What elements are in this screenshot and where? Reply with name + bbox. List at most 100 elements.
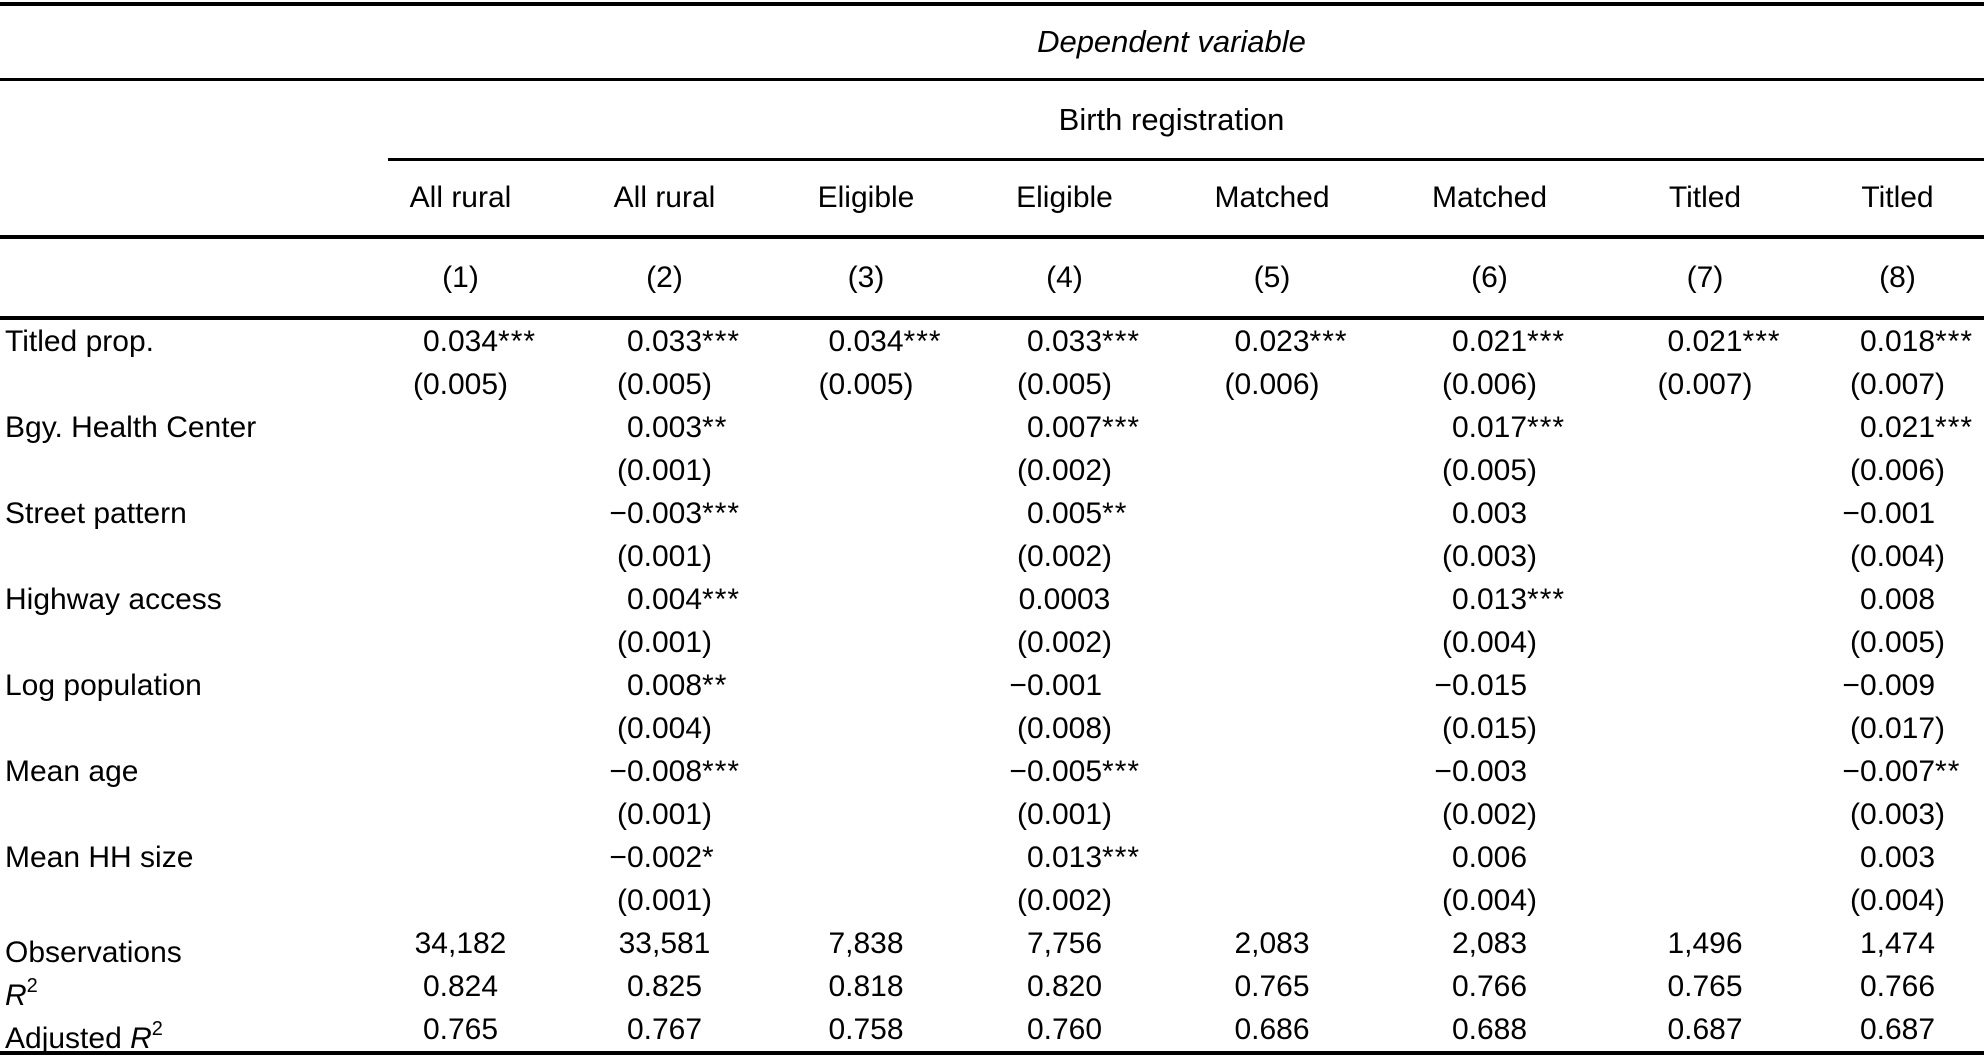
coefficient-row: Mean HH size −0.002 * (0.001) 0.013 *** (0.002… (0, 836, 1984, 922)
significance-stars: *** (1102, 755, 1141, 788)
estimate-text: 0.034 *** (828, 320, 940, 363)
estimate-line (359, 578, 562, 621)
stat-value: 33,581 (618, 927, 711, 960)
se-line (767, 793, 965, 836)
estimate-text: −0.001 (1842, 492, 1935, 535)
coefficient-cell (1164, 664, 1380, 750)
estimate-number: 0.034 (828, 325, 904, 358)
estimate-number: 0.001 (1026, 669, 1103, 702)
estimate-line: −0.001 (1811, 492, 1984, 535)
coefficient-cell (767, 836, 965, 922)
estimate-line: 0.021 *** (1380, 320, 1599, 363)
significance-stars: ** (1935, 755, 1961, 788)
coefficient-cell (767, 492, 965, 578)
estimate-number: 0.008 (626, 755, 703, 788)
coefficient-cell (1164, 750, 1380, 836)
se-line: (0.004) (1849, 884, 1946, 917)
column-number: (1) (442, 261, 479, 294)
se-line (767, 707, 965, 750)
stat-value: 7,756 (1026, 927, 1103, 960)
estimate-text: −0.015 (1434, 664, 1527, 707)
estimate-number: 0.013 (1451, 583, 1528, 616)
significance-stars: *** (702, 325, 741, 358)
coefficient-cell: 0.021 *** (0.006) (1811, 406, 1984, 492)
estimate-number: 0.005 (1026, 497, 1103, 530)
stat-value: 0.765 (1667, 970, 1743, 1003)
se-line (1164, 621, 1380, 664)
se-line: (0.001) (616, 884, 713, 917)
row-label-cell: Bgy. Health Center (0, 406, 359, 492)
estimate-number: 0.008 (626, 669, 703, 702)
se-line (1599, 879, 1811, 922)
se-line: (0.004) (1849, 540, 1946, 573)
estimate-text: 0.008 (1860, 578, 1935, 621)
estimate-number: 0.003 (1859, 841, 1936, 874)
estimate-text: 0.033 *** (1026, 320, 1139, 363)
se-line: (0.005) (412, 368, 509, 401)
coefficient-cell: −0.009 (0.017) (1811, 664, 1984, 750)
row-label-cell: Titled prop. (0, 320, 359, 406)
estimate-text: 0.033 *** (627, 320, 739, 363)
coefficient-cell (767, 578, 965, 664)
estimate-line: 0.007 *** (965, 406, 1164, 449)
estimate-line (1164, 664, 1380, 707)
estimate-number: 0.0003 (1018, 583, 1111, 616)
coefficient-cell: 0.033 *** (0.005) (965, 320, 1164, 406)
stat-value: 0.766 (1451, 970, 1528, 1003)
statistic-row: Adjusted R2 0.765 0.767 0.758 0.760 0.686 0.68… (0, 1008, 1984, 1055)
estimate-line: 0.013 *** (1380, 578, 1599, 621)
stat-label-superscript: 2 (26, 975, 38, 997)
estimate-number: 0.002 (626, 841, 703, 874)
estimate-text: −0.005 *** (1009, 750, 1139, 793)
se-line (359, 449, 562, 492)
stat-value: 0.765 (1234, 970, 1310, 1003)
row-label: Bgy. Health Center (5, 411, 257, 444)
se-line: (0.002) (1016, 884, 1113, 917)
stat-label-cell: R2 (0, 965, 359, 1012)
estimate-line: 0.034 *** (359, 320, 562, 363)
estimate-line: −0.015 (1380, 664, 1599, 707)
significance-stars: *** (1309, 325, 1348, 358)
se-line (1164, 535, 1380, 578)
estimate-line: 0.0003 (965, 578, 1164, 621)
coefficient-cell: −0.001 (0.004) (1811, 492, 1984, 578)
se-line: (0.006) (1224, 368, 1320, 401)
significance-stars: *** (1102, 411, 1141, 444)
significance-stars: *** (1102, 325, 1141, 358)
se-line: (0.007) (1849, 368, 1946, 401)
stat-value: 0.820 (1026, 970, 1103, 1003)
estimate-text: 0.017 *** (1452, 406, 1564, 449)
significance-stars: *** (1935, 411, 1974, 444)
significance-stars: * (702, 841, 715, 874)
estimate-line: 0.021 *** (1811, 406, 1984, 449)
estimate-number: 0.013 (1026, 841, 1103, 874)
estimate-line (767, 750, 965, 793)
estimate-line (1599, 406, 1811, 449)
significance-stars: *** (1742, 325, 1781, 358)
column-label: All rural (613, 181, 716, 214)
minus-sign: − (1009, 669, 1027, 702)
significance-stars: ** (1102, 497, 1128, 530)
estimate-line: −0.005 *** (965, 750, 1164, 793)
coefficient-cell: 0.033 *** (0.005) (562, 320, 767, 406)
estimate-number: 0.033 (1026, 325, 1103, 358)
se-line (1164, 707, 1380, 750)
coefficient-cell (1599, 492, 1811, 578)
estimate-line: −0.007 ** (1811, 750, 1984, 793)
estimate-number: 0.023 (1234, 325, 1310, 358)
estimate-number: 0.005 (1026, 755, 1103, 788)
coefficient-row: Street pattern −0.003 *** (0.001) 0.005 ** (0.… (0, 492, 1984, 578)
coefficient-cell: 0.004 *** (0.001) (562, 578, 767, 664)
se-line: (0.002) (1016, 540, 1113, 573)
estimate-text: 0.013 *** (1451, 578, 1564, 621)
estimate-line (1599, 750, 1811, 793)
coefficient-cell: 0.006 (0.004) (1380, 836, 1599, 922)
se-line (767, 535, 965, 578)
row-label: Log population (5, 669, 202, 702)
minus-sign: − (609, 841, 627, 874)
coefficient-cell: 0.013 *** (0.002) (965, 836, 1164, 922)
se-line: (0.005) (1849, 626, 1946, 659)
estimate-line: 0.006 (1380, 836, 1599, 879)
coefficient-cell (1599, 578, 1811, 664)
estimate-line: −0.001 (965, 664, 1164, 707)
